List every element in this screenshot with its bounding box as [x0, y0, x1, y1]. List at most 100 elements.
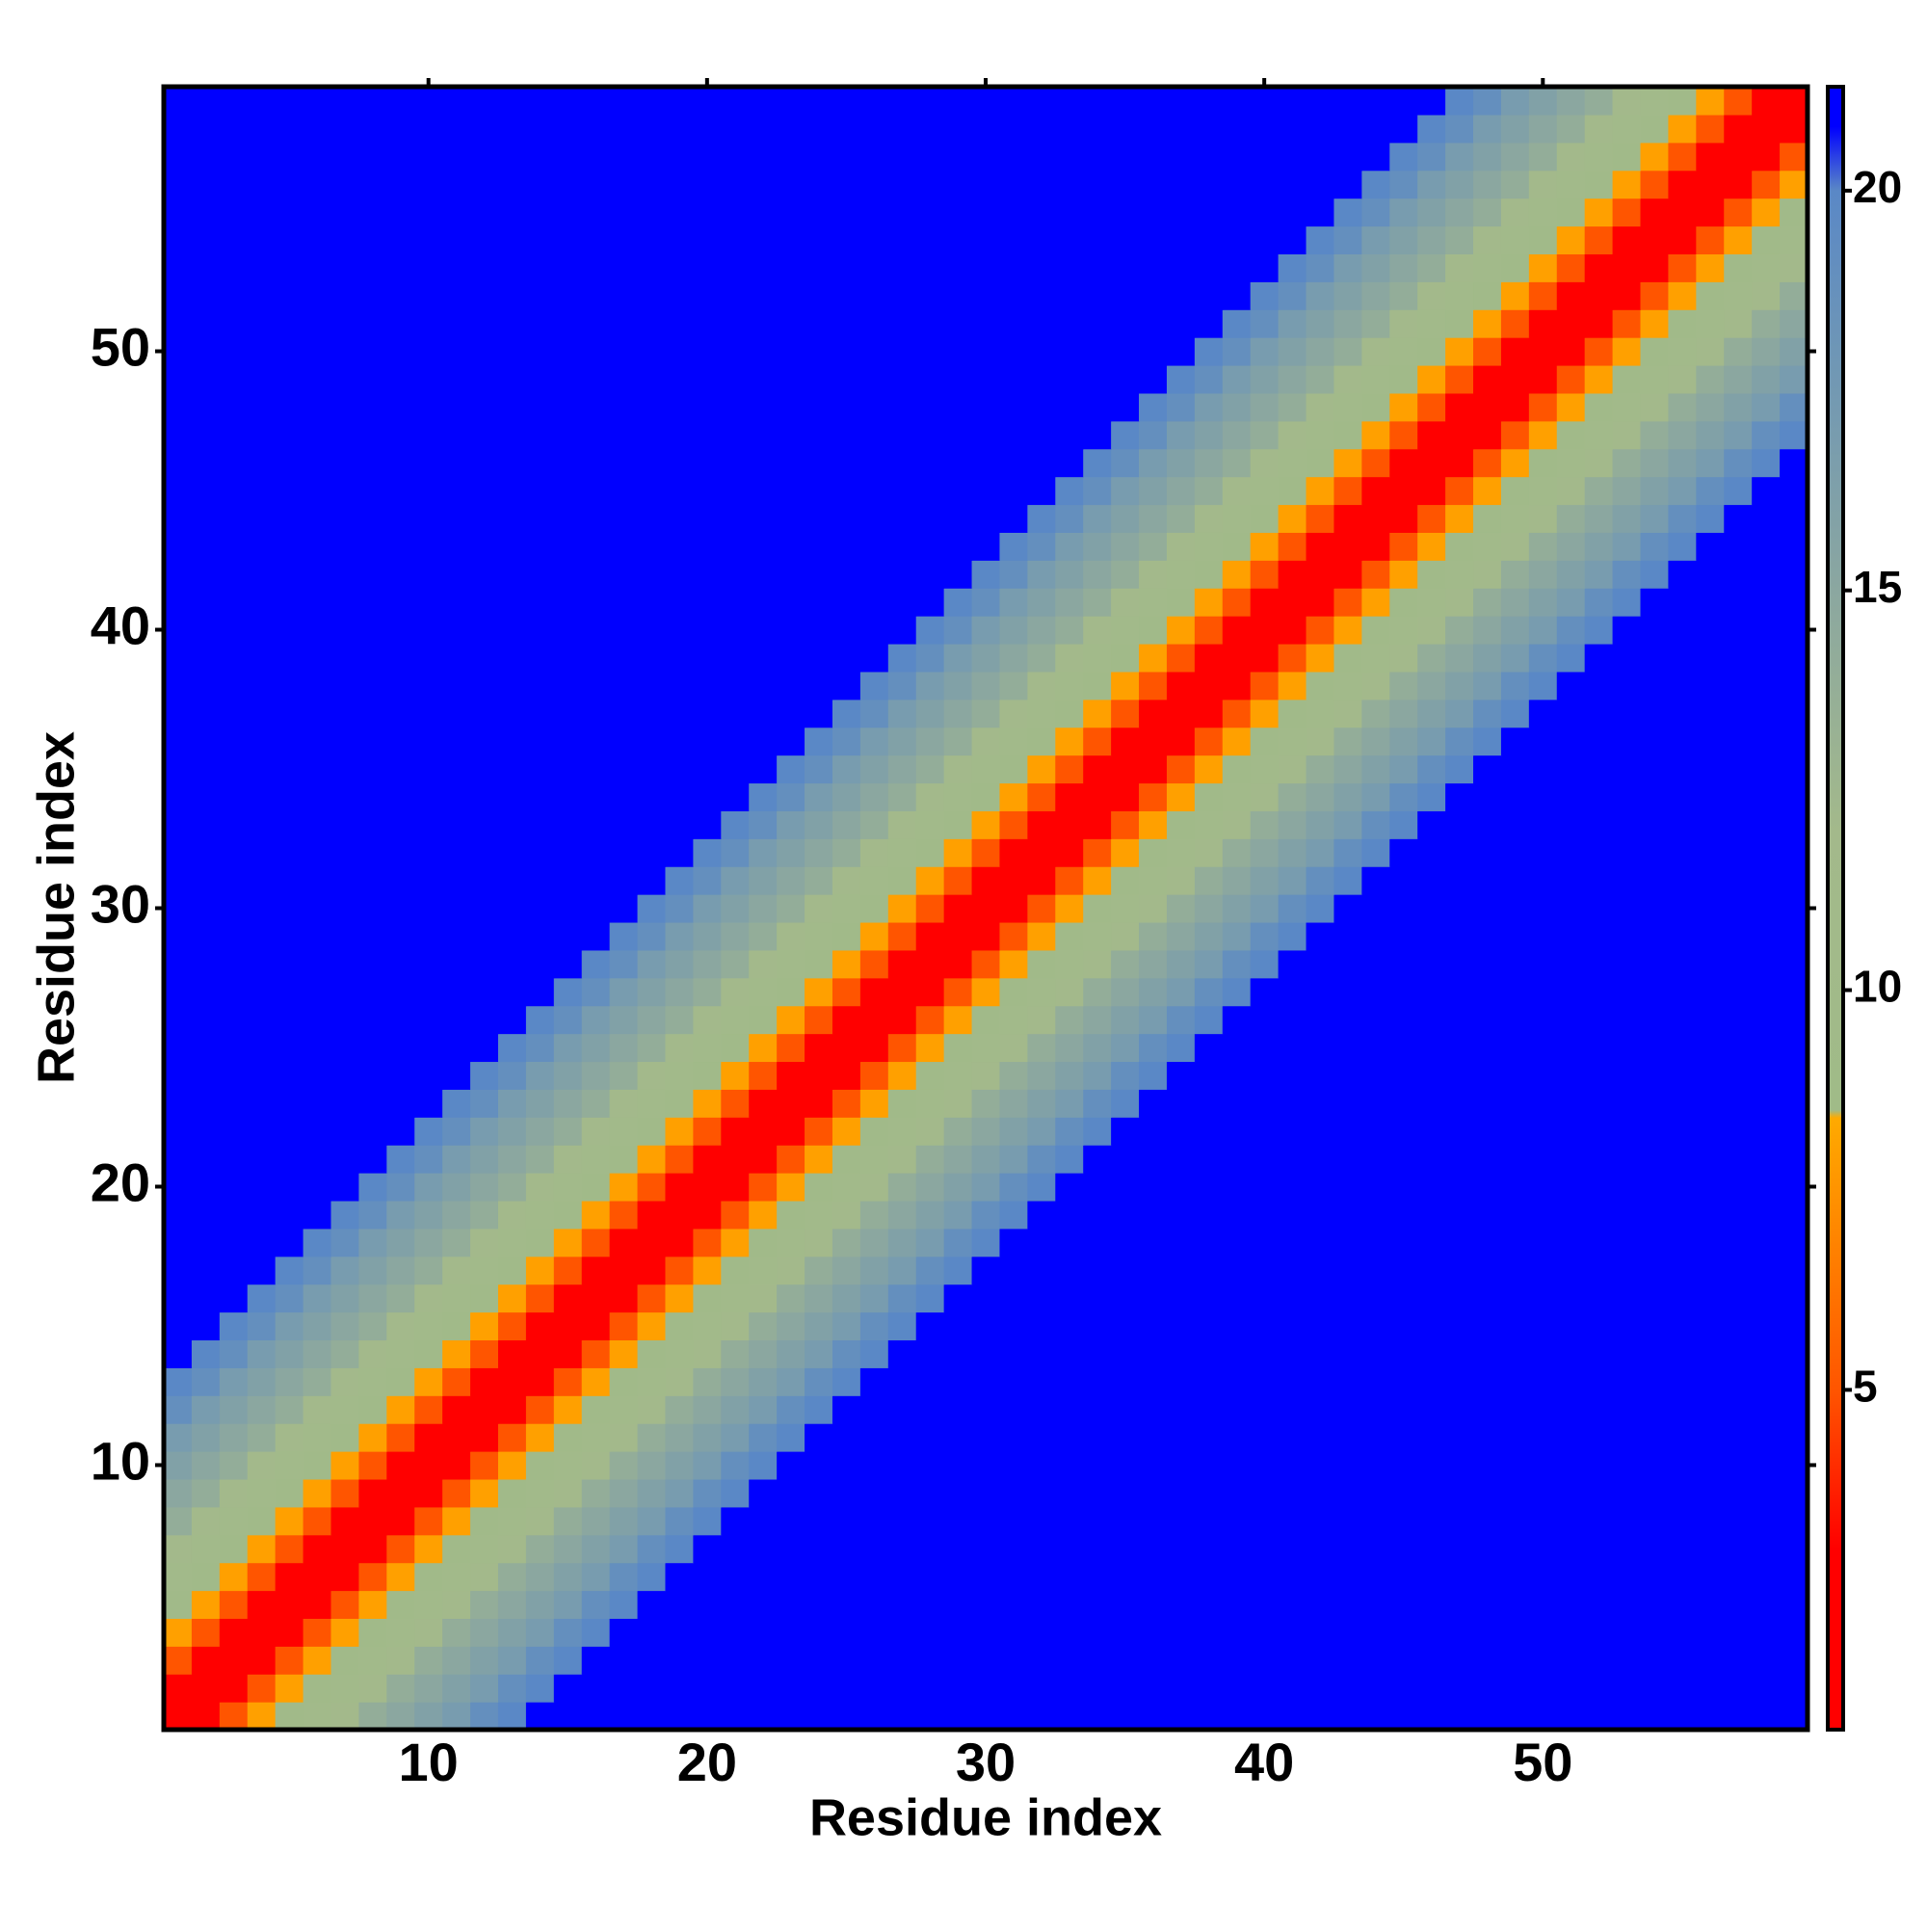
heatmap-cell: [1027, 225, 1056, 254]
heatmap-cell: [191, 1423, 221, 1452]
heatmap-cells: [164, 87, 1808, 1731]
heatmap-cell: [1640, 1005, 1670, 1035]
heatmap-cell: [859, 894, 889, 923]
heatmap-cell: [386, 1173, 415, 1202]
heatmap-cell: [1640, 699, 1670, 728]
heatmap-cell: [470, 1117, 499, 1146]
heatmap-cell: [191, 1284, 221, 1313]
heatmap-cell: [1724, 1423, 1753, 1452]
heatmap-cell: [191, 1005, 221, 1035]
heatmap-cell: [1166, 87, 1196, 116]
heatmap-cell: [1250, 727, 1280, 756]
heatmap-cell: [832, 1311, 861, 1341]
heatmap-cell: [637, 1423, 667, 1452]
heatmap-cell: [553, 448, 583, 478]
heatmap-cell: [386, 532, 415, 561]
heatmap-cell: [971, 727, 1001, 756]
heatmap-cell: [1752, 1284, 1781, 1313]
heatmap-cell: [191, 754, 221, 784]
heatmap-cell: [1194, 1590, 1224, 1620]
heatmap-cell: [1612, 616, 1642, 645]
heatmap-cell: [1612, 921, 1642, 951]
heatmap-cell: [1166, 671, 1196, 701]
heatmap-cell: [665, 1117, 694, 1146]
heatmap-cell: [1166, 810, 1196, 839]
heatmap-cell: [1166, 560, 1196, 589]
heatmap-cell: [1668, 253, 1697, 282]
heatmap-cell: [1668, 309, 1697, 338]
heatmap-cell: [665, 894, 694, 923]
heatmap-cell: [1417, 949, 1446, 979]
heatmap-cell: [1361, 838, 1390, 867]
x-axis-title: Residue index: [809, 1788, 1162, 1846]
heatmap-cell: [1222, 1200, 1252, 1230]
heatmap-cell: [470, 1145, 499, 1174]
heatmap-cell: [999, 1173, 1028, 1202]
heatmap-cell: [1250, 1284, 1280, 1313]
heatmap-cell: [609, 1005, 639, 1035]
heatmap-cell: [1306, 1061, 1335, 1090]
heatmap-cell: [1640, 782, 1670, 811]
heatmap-cell: [470, 810, 499, 839]
heatmap-cell: [1306, 949, 1335, 979]
heatmap-cell: [749, 1228, 778, 1257]
heatmap-cell: [470, 504, 499, 533]
heatmap-cell: [887, 1061, 917, 1090]
heatmap-cell: [1361, 1590, 1390, 1620]
heatmap-cell: [1250, 782, 1280, 811]
heatmap-cell: [1696, 1451, 1725, 1480]
heatmap-cell: [1612, 588, 1642, 617]
heatmap-cell: [1139, 309, 1168, 338]
heatmap-cell: [1194, 782, 1224, 811]
heatmap-cell: [358, 1562, 387, 1592]
heatmap-cell: [1696, 1478, 1725, 1508]
heatmap-cell: [1389, 1534, 1418, 1564]
heatmap-cell: [303, 225, 332, 254]
heatmap-cell: [1027, 977, 1056, 1007]
heatmap-cell: [1306, 1646, 1335, 1675]
heatmap-cell: [470, 782, 499, 811]
heatmap-cell: [1640, 838, 1670, 867]
heatmap-cell: [749, 616, 778, 645]
heatmap-cell: [1278, 838, 1307, 867]
heatmap-cell: [1139, 588, 1168, 617]
heatmap-cell: [1528, 1534, 1558, 1564]
heatmap-cell: [497, 588, 527, 617]
heatmap-cell: [637, 643, 667, 673]
heatmap-cell: [1780, 1478, 1808, 1508]
heatmap-cell: [1250, 1534, 1280, 1564]
heatmap-cell: [1027, 671, 1056, 701]
heatmap-cell: [777, 1061, 805, 1090]
heatmap-cell: [1111, 1311, 1140, 1341]
heatmap-cell: [1166, 142, 1196, 172]
heatmap-cell: [1333, 1674, 1362, 1703]
heatmap-cell: [1668, 1478, 1697, 1508]
heatmap-cell: [1556, 114, 1586, 144]
heatmap-cell: [859, 1534, 889, 1564]
heatmap-cell: [1417, 309, 1446, 338]
heatmap-cell: [414, 1423, 443, 1452]
heatmap-cell: [637, 1618, 667, 1647]
heatmap-cell: [749, 1478, 778, 1508]
heatmap-cell: [1640, 1534, 1670, 1564]
heatmap-cell: [191, 1478, 221, 1508]
heatmap-cell: [1250, 1089, 1280, 1118]
heatmap-cell: [1139, 977, 1168, 1007]
heatmap-cell: [1111, 1005, 1140, 1035]
heatmap-cell: [330, 337, 360, 366]
heatmap-cell: [164, 1061, 193, 1090]
heatmap-cell: [1278, 1173, 1307, 1202]
heatmap-cell: [943, 949, 973, 979]
heatmap-cell: [1780, 420, 1808, 450]
heatmap-cell: [581, 1506, 611, 1536]
heatmap-cell: [859, 1451, 889, 1480]
heatmap-cell: [219, 170, 249, 199]
heatmap-cell: [777, 1702, 805, 1731]
heatmap-cell: [1556, 866, 1586, 895]
heatmap-cell: [1752, 1451, 1781, 1480]
heatmap-cell: [1696, 1395, 1725, 1424]
heatmap-cell: [247, 1451, 277, 1480]
heatmap-cell: [1696, 1534, 1725, 1564]
heatmap-cell: [832, 782, 861, 811]
heatmap-cell: [1445, 1311, 1474, 1341]
